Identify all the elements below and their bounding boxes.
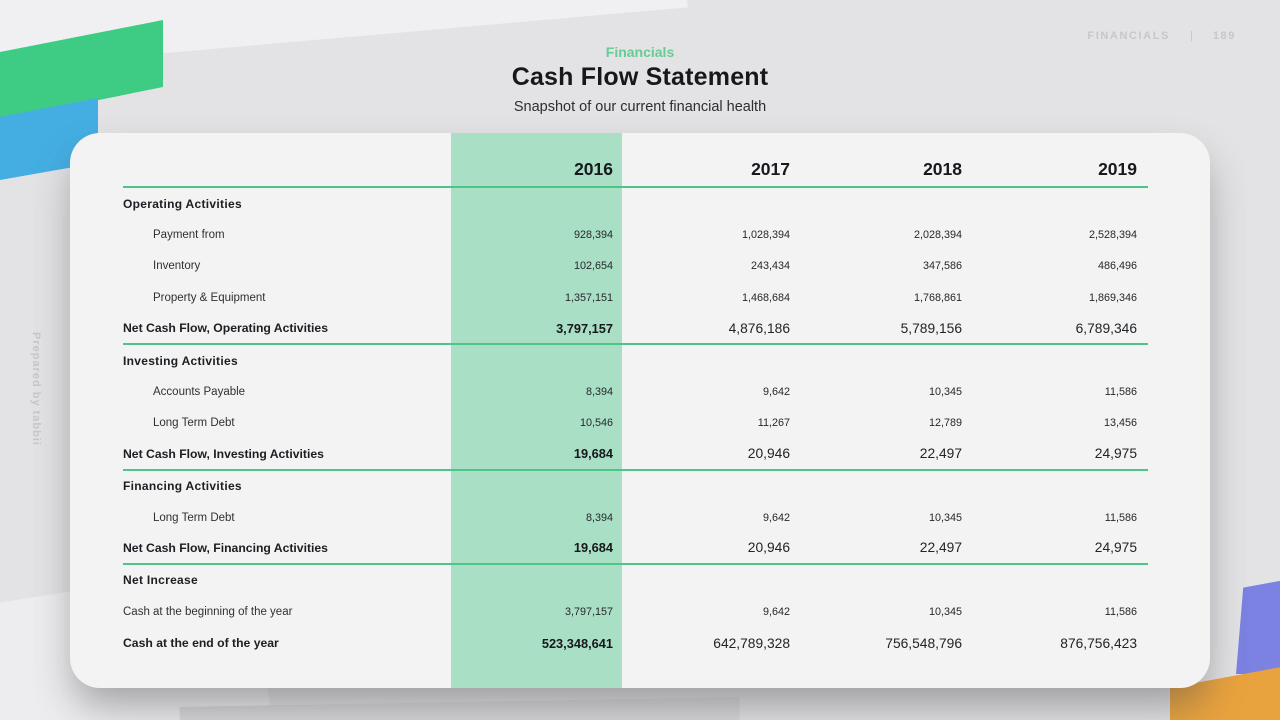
table-cell: 10,345 [928,511,962,524]
year-header-2018: 2018 [923,159,962,179]
row-label: Inventory [153,260,201,273]
table-cell: 928,394 [573,229,613,242]
table-row: Payment from 928,394 1,028,394 2,028,394… [123,219,1148,250]
table-cell: 1,768,861 [913,291,962,304]
year-header-2017: 2017 [751,159,790,179]
table-row: Cash at the beginning of the year 3,797,… [123,596,1148,627]
table-row: Long Term Debt 8,394 9,642 10,345 11,586 [123,502,1148,533]
table-cell: 102,654 [573,260,613,273]
year-header-2019: 2019 [1098,159,1137,179]
table-cell: 2,028,394 [913,229,962,242]
table-row: Inventory 102,654 243,434 347,586 486,49… [123,251,1148,282]
table-cell: 8,394 [585,511,613,524]
table-cell: 20,946 [747,446,790,462]
year-header-2016: 2016 [574,159,613,179]
decor-purple-parallelogram [1236,578,1280,674]
row-label: Financing Activities [123,479,242,494]
cash-flow-table: 2016 2017 2018 2019 Operating Activities… [123,133,1148,659]
table-cell: 486,496 [1097,260,1137,273]
row-label: Cash at the end of the year [123,636,279,651]
table-cell: 11,267 [757,417,790,430]
table-row: Net Cash Flow, Investing Activities 19,6… [123,439,1148,471]
table-cell: 11,586 [1104,386,1137,399]
row-label: Payment from [153,229,225,242]
table-cell: 11,586 [1104,605,1137,618]
row-label: Operating Activities [123,196,242,211]
table-row: Net Cash Flow, Operating Activities 3,79… [123,314,1148,345]
page-info: FINANCIALS | 189 [1087,30,1236,42]
page-number: 189 [1212,30,1236,42]
table-cell: 8,394 [585,386,613,399]
table-row: Cash at the end of the year 523,348,641 … [123,627,1148,658]
page-info-divider: | [1189,30,1193,42]
page-section-label: FINANCIALS [1087,30,1170,42]
table-cell: 642,789,328 [713,635,790,651]
table-row: Financing Activities [123,471,1148,502]
table-cell: 756,548,796 [885,635,962,651]
table-row: Accounts Payable 8,394 9,642 10,345 11,5… [123,376,1148,407]
page-title: Cash Flow Statement [511,63,769,91]
page-subtitle: Snapshot of our current financial health [513,98,767,115]
table-cell: 11,586 [1104,511,1137,524]
section-eyebrow: Financials [605,44,675,60]
row-label: Net Cash Flow, Operating Activities [123,321,328,336]
cash-flow-card: 2016 2017 2018 2019 Operating Activities… [70,133,1210,688]
table-row: Investing Activities [123,345,1148,376]
slide-header: Financials Cash Flow Statement Snapshot … [0,44,1280,115]
row-label: Long Term Debt [153,511,235,524]
table-cell: 4,876,186 [728,320,790,336]
row-label: Investing Activities [123,353,238,368]
table-cell: 347,586 [922,260,962,273]
row-label: Net Cash Flow, Investing Activities [123,446,324,461]
table-cell: 13,456 [1103,417,1137,430]
prepared-by-watermark: Prepared by tabbii [30,332,42,446]
table-cell: 22,497 [919,446,962,462]
row-label: Property & Equipment [153,291,266,304]
table-cell: 10,546 [579,417,613,430]
table-cell: 19,684 [573,446,613,462]
table-cell: 10,345 [928,386,962,399]
table-cell: 12,789 [928,417,962,430]
row-label: Long Term Debt [153,417,235,430]
table-cell: 24,975 [1094,446,1137,462]
table-cell: 9,642 [762,511,790,524]
table-row: Net Increase [123,565,1148,596]
table-cell: 1,357,151 [564,291,613,304]
row-label: Cash at the beginning of the year [123,605,293,618]
row-label: Net Increase [123,573,198,588]
table-header-row: 2016 2017 2018 2019 [123,133,1148,188]
table-row: Net Cash Flow, Financing Activities 19,6… [123,533,1148,565]
table-cell: 3,797,157 [564,605,613,618]
table-cell: 2,528,394 [1088,229,1137,242]
table-cell: 9,642 [762,386,790,399]
table-cell: 243,434 [750,260,790,273]
table-cell: 1,028,394 [741,229,790,242]
table-row: Long Term Debt 10,546 11,267 12,789 13,4… [123,408,1148,439]
row-label: Net Cash Flow, Financing Activities [123,540,328,555]
row-label: Accounts Payable [153,386,246,399]
table-cell: 5,789,156 [900,320,962,336]
table-cell: 22,497 [919,540,962,556]
table-row: Operating Activities [123,188,1148,219]
table-body: Operating Activities Payment from 928,39… [123,188,1148,659]
table-cell: 876,756,423 [1060,635,1137,651]
table-cell: 19,684 [573,540,613,556]
table-cell: 3,797,157 [556,320,613,336]
table-cell: 1,468,684 [741,291,790,304]
table-cell: 523,348,641 [541,635,613,651]
table-cell: 24,975 [1094,540,1137,556]
highlight-column-2016 [451,133,622,688]
table-cell: 6,789,346 [1075,320,1137,336]
table-cell: 9,642 [762,605,790,618]
table-row: Property & Equipment 1,357,151 1,468,684… [123,282,1148,313]
table-cell: 10,345 [928,605,962,618]
table-cell: 1,869,346 [1088,291,1137,304]
table-cell: 20,946 [747,540,790,556]
